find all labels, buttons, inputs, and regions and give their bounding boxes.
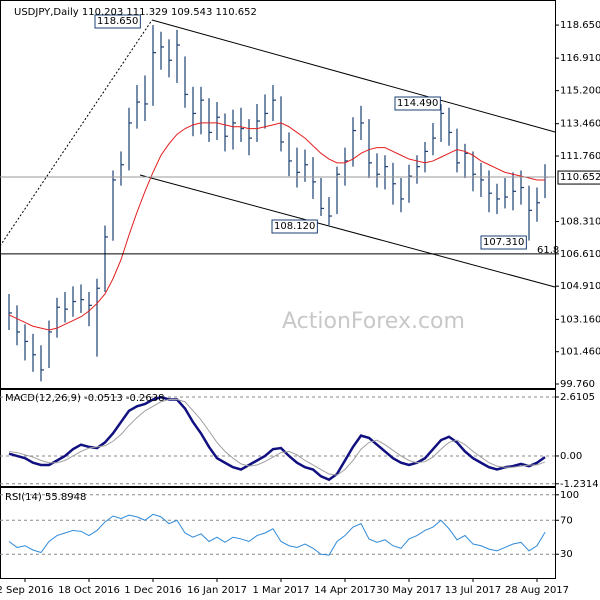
- y-tick-label: -1.2314: [560, 479, 599, 490]
- last-price-box: [557, 170, 600, 185]
- series-line: [8, 513, 546, 556]
- x-tick-label: 16 Jan 2017: [187, 585, 247, 596]
- last-price-label: 110.652: [560, 172, 600, 183]
- x-tick-label: 28 Aug 2017: [505, 585, 569, 596]
- annotation: 107.310: [483, 237, 524, 248]
- y-tick-label: 106.610: [560, 249, 600, 260]
- series-line: [8, 398, 546, 476]
- annotation: 118.650: [97, 16, 138, 27]
- series-line: [8, 395, 546, 482]
- panel-title: MACD(12,26,9) -0.0513 -0.2638: [5, 393, 165, 404]
- rsi-frame: [0, 487, 556, 579]
- channel-lower: [139, 174, 556, 288]
- x-tick-label: 30 May 2017: [376, 585, 441, 596]
- annotation: 61.8: [537, 245, 559, 256]
- annotation-box: [480, 235, 527, 250]
- panel-title: USDJPY,Daily 110.203 111.329 109.543 110…: [14, 7, 257, 18]
- y-tick-label: 100: [560, 490, 579, 501]
- x-tick-label: 2 Sep 2016: [0, 585, 54, 596]
- y-tick-label: 104.910: [560, 281, 600, 292]
- annotation: 114.490: [397, 98, 438, 109]
- y-tick-label: 115.200: [560, 86, 600, 97]
- annotation-box: [271, 219, 318, 234]
- y-tick-label: 103.160: [560, 314, 600, 325]
- y-tick-label: 101.460: [560, 347, 600, 358]
- y-tick-label: 113.460: [560, 119, 600, 130]
- annotation-box: [94, 14, 141, 29]
- rally-line: [0, 19, 153, 247]
- macd-frame: [0, 389, 556, 487]
- x-tick-label: 1 Dec 2016: [124, 585, 182, 596]
- y-tick-label: 111.760: [560, 151, 600, 162]
- moving-average: [8, 122, 545, 331]
- annotation-box: [394, 96, 441, 111]
- y-tick-label: 116.910: [560, 53, 600, 64]
- panel-title: RSI(14) 55.8948: [5, 492, 86, 503]
- x-tick-label: 13 Jul 2017: [445, 585, 502, 596]
- watermark: ActionForex.com: [282, 309, 465, 334]
- y-tick-label: 99.760: [560, 379, 595, 390]
- x-tick-label: 14 Apr 2017: [314, 585, 376, 596]
- channel-upper: [151, 19, 556, 133]
- y-tick-label: 118.650: [560, 20, 600, 31]
- x-tick-label: 1 Mar 2017: [252, 585, 309, 596]
- annotation: 108.120: [274, 221, 315, 232]
- y-tick-label: 70: [560, 515, 573, 526]
- price-frame: [0, 0, 556, 389]
- y-tick-label: 30: [560, 549, 573, 560]
- y-tick-label: 108.310: [560, 217, 600, 228]
- y-tick-label: 2.6105: [560, 392, 595, 403]
- y-tick-label: 0.00: [560, 451, 582, 462]
- x-tick-label: 18 Oct 2016: [58, 585, 120, 596]
